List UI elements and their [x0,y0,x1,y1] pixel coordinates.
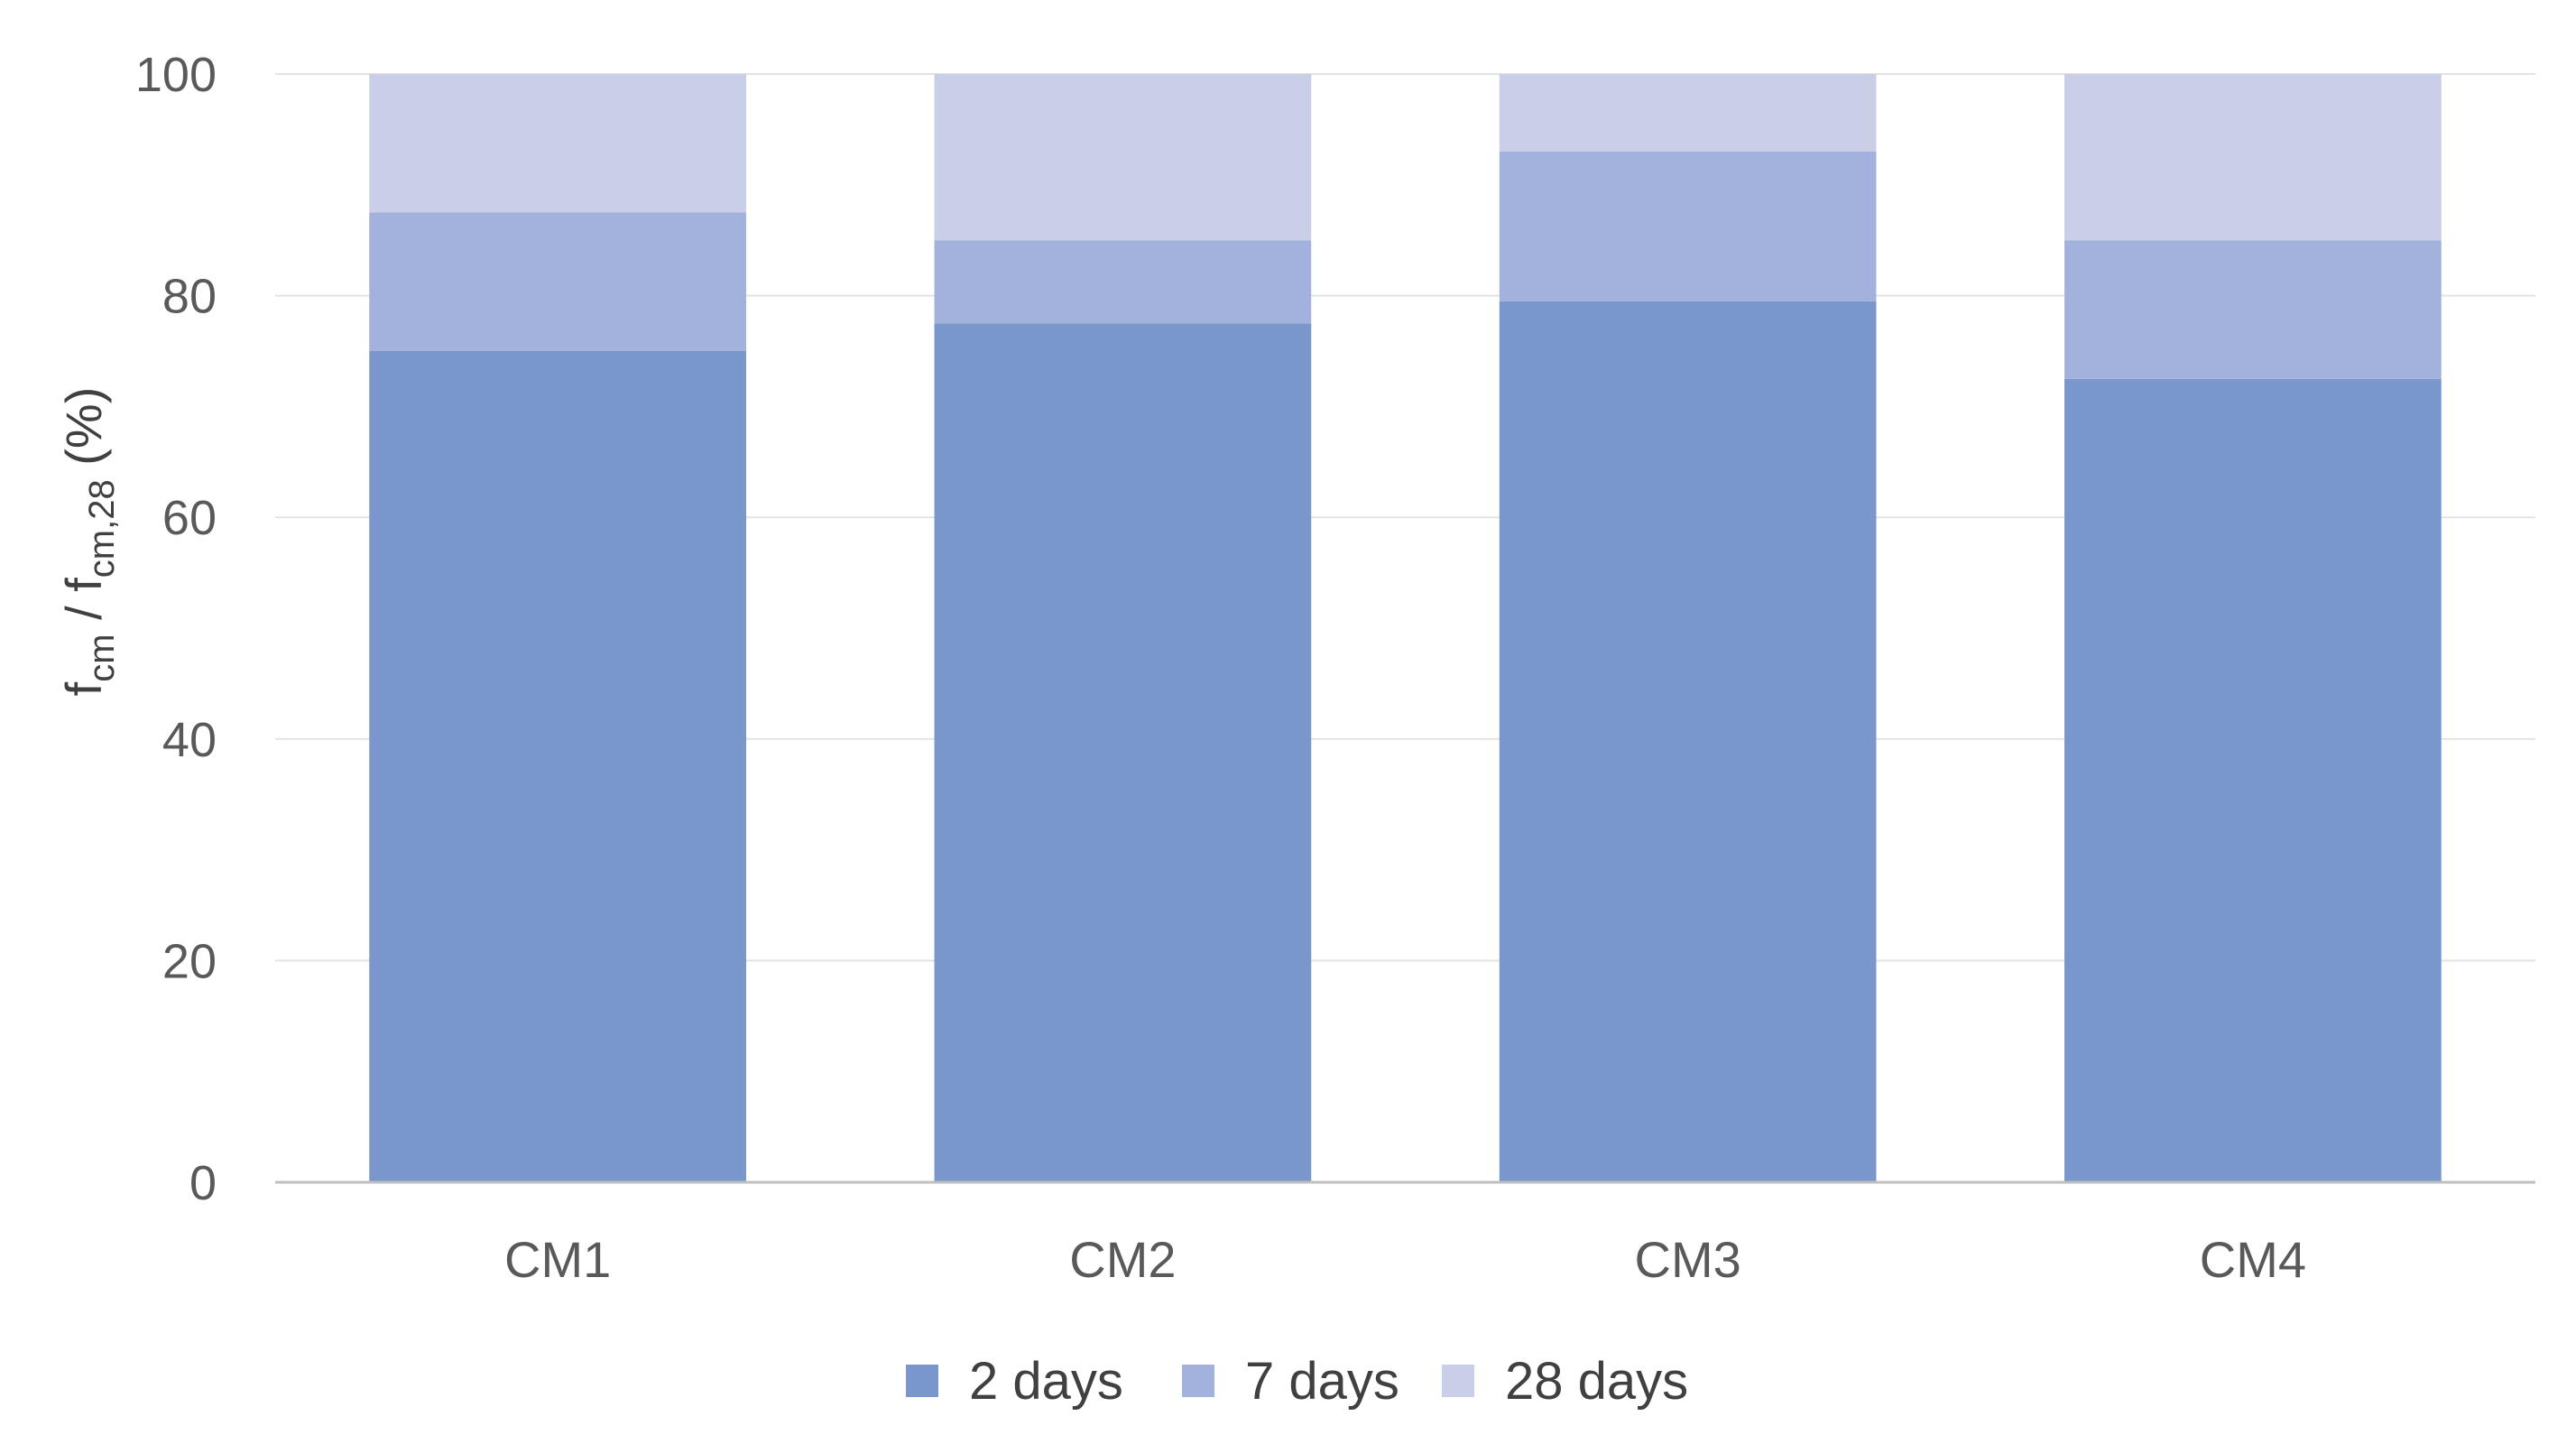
y-tick-label: 0 [189,1156,217,1210]
x-tick-label: CM1 [504,1231,611,1288]
bar-cm2-28-days [934,74,1312,241]
bars [369,74,2442,1182]
bar-cm4-7-days [2064,240,2442,379]
bar-cm2-2-days [934,323,1312,1182]
y-tick-labels: 0 20 40 60 80 100 [135,48,217,1210]
legend: 2 days 7 days 28 days [906,1352,1688,1411]
legend-swatch [1182,1365,1214,1397]
x-tick-label: CM3 [1635,1231,1741,1288]
bar-cm3-2-days [1499,301,1877,1182]
x-tick-label: CM4 [2200,1231,2306,1288]
y-tick-label: 20 [162,934,217,988]
bar-cm3-7-days [1499,151,1877,301]
legend-label: 28 days [1505,1352,1688,1411]
bar-cm2-7-days [934,240,1312,324]
x-tick-label: CM2 [1069,1231,1176,1288]
x-tick-labels: CM1 CM2 CM3 CM4 [504,1231,2306,1288]
bar-cm1-2-days [369,351,746,1182]
legend-swatch [906,1365,938,1397]
bar-cm1-7-days [369,212,746,351]
bar-cm4-28-days [2064,74,2442,241]
y-tick-label: 100 [135,48,217,102]
bar-cm4-2-days [2064,378,2442,1182]
legend-label: 7 days [1245,1352,1399,1411]
legend-swatch [1442,1365,1474,1397]
legend-label: 2 days [969,1352,1123,1411]
y-axis-title: fcm / fcm,28 (%) [55,387,122,697]
y-tick-label: 60 [162,491,217,545]
y-tick-label: 80 [162,270,217,324]
bar-cm1-28-days [369,74,746,213]
bar-cm3-28-days [1499,74,1877,152]
y-tick-label: 40 [162,713,217,767]
